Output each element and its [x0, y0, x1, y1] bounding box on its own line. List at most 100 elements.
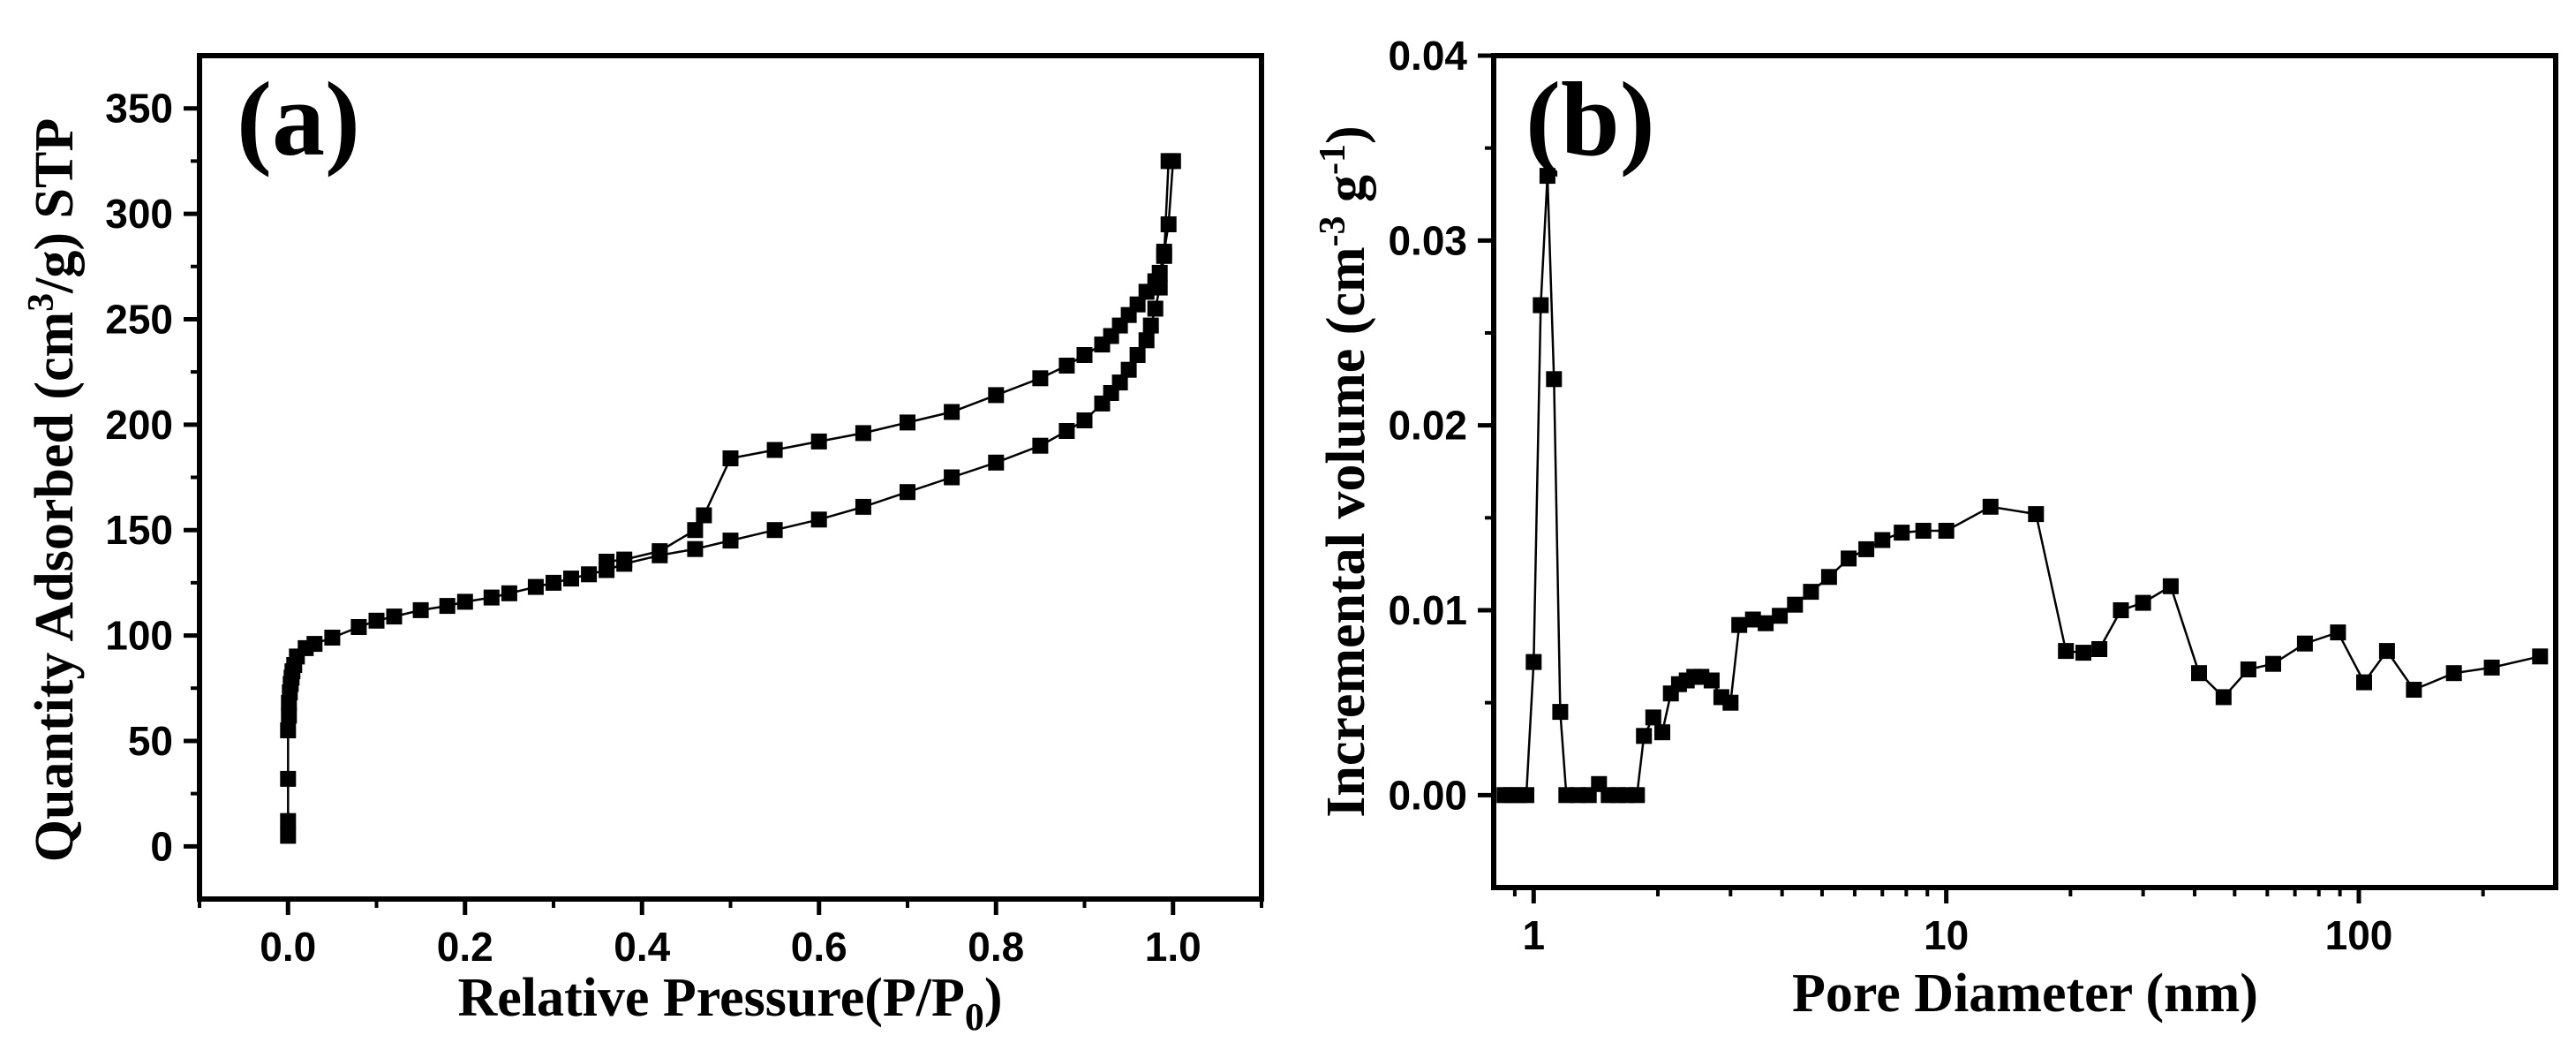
data-point-b — [2330, 624, 2346, 641]
data-point-a — [687, 522, 704, 539]
data-point-a — [766, 522, 783, 539]
x-tick-label-b: 1 — [1522, 912, 1545, 958]
panel-label-a: (a) — [237, 60, 360, 178]
y-axis-title-b-sup1: -3 — [1313, 215, 1353, 246]
data-point-b — [1546, 371, 1563, 388]
data-point-a — [527, 578, 544, 595]
x-tick-label-b: 100 — [2325, 912, 2393, 958]
data-point-b — [2113, 602, 2129, 618]
data-point-b — [1731, 616, 1748, 633]
data-point-a — [439, 598, 456, 615]
data-point-a — [988, 387, 1005, 404]
x-tick-label-a: 0.0 — [260, 924, 316, 970]
data-point-a — [1058, 423, 1075, 439]
data-point-b — [2406, 682, 2422, 698]
y-axis-title-b-sup2: -1 — [1313, 144, 1353, 175]
data-point-b — [2215, 689, 2232, 706]
data-point-b — [1803, 584, 1819, 601]
x-axis-title-a-main: Relative Pressure(P/P — [457, 968, 964, 1028]
data-point-b — [1982, 498, 1999, 515]
series-group-b — [1496, 168, 2549, 804]
data-point-b — [1518, 787, 1534, 804]
y-tick-label-a: 200 — [105, 402, 173, 448]
data-point-a — [281, 707, 298, 724]
y-tick-label-b: 0.03 — [1388, 217, 1467, 263]
data-point-a — [1094, 336, 1111, 353]
series-line-a-adsorption — [287, 161, 1170, 836]
data-point-b — [2191, 665, 2207, 682]
data-point-b — [2296, 635, 2313, 652]
data-point-a — [412, 601, 429, 618]
data-point-a — [483, 589, 500, 606]
y-axis-title-b-post: ) — [1316, 125, 1376, 144]
data-point-a — [1111, 374, 1128, 391]
data-point-b — [1758, 615, 1774, 631]
data-point-b — [2135, 594, 2151, 611]
data-point-b — [2091, 641, 2108, 657]
data-point-b — [2483, 659, 2500, 676]
data-point-b — [1894, 525, 1910, 541]
data-point-b — [1722, 694, 1739, 711]
data-point-a — [900, 414, 915, 431]
data-point-a — [696, 507, 712, 524]
data-point-b — [1654, 724, 1670, 741]
data-point-b — [1533, 297, 1549, 314]
y-tick-label-b: 0.00 — [1388, 772, 1467, 818]
data-point-a — [900, 484, 915, 501]
data-point-b — [1629, 787, 1646, 804]
data-point-a — [810, 511, 827, 528]
data-point-a — [280, 722, 297, 738]
x-tick-label-a: 1.0 — [1145, 924, 1201, 970]
data-point-b — [1525, 654, 1542, 670]
series-line-b-pore-size-distribution — [1504, 176, 2541, 797]
y-tick-label-a: 150 — [105, 507, 173, 553]
x-axis-title-a-close: ) — [984, 968, 1003, 1028]
data-point-a — [766, 442, 783, 458]
data-point-b — [1772, 608, 1789, 624]
data-point-a — [1138, 332, 1155, 349]
data-point-a — [1032, 437, 1049, 454]
y-axis-ticks-b: 0.00 0.01 0.02 0.03 0.04 — [1388, 33, 1494, 818]
data-point-a — [855, 425, 871, 442]
data-point-a — [988, 454, 1005, 471]
panel-b: 1 10 100 0.00 0.01 0.02 0.03 0.04 (b) Pore Dia… — [1313, 33, 2558, 1024]
x-axis-title-a: Relative Pressure(P/P0) — [457, 968, 1002, 1039]
y-tick-label-a: 50 — [128, 718, 173, 764]
data-point-a — [368, 612, 385, 629]
data-point-a — [456, 593, 473, 610]
data-point-b — [1874, 532, 1891, 548]
data-point-b — [2162, 578, 2179, 594]
data-point-b — [2240, 661, 2256, 677]
data-point-b — [2356, 674, 2372, 691]
y-tick-label-a: 100 — [105, 613, 173, 659]
plot-frame-a — [197, 53, 1264, 902]
y-axis-title-b: Incremental volume (cm-3 g-1) — [1313, 125, 1376, 817]
data-point-b — [1744, 611, 1761, 628]
x-tick-label-a: 0.4 — [614, 924, 670, 970]
data-point-a — [1076, 347, 1093, 363]
data-point-a — [687, 540, 704, 557]
y-tick-label-a: 300 — [105, 191, 173, 237]
y-axis-title-a-post: /g) STP — [25, 118, 85, 294]
data-point-a — [1058, 358, 1075, 374]
data-point-a — [1032, 370, 1049, 387]
y-axis-ticks-a: 0 50 100 150 200 250 300 350 — [105, 86, 200, 869]
data-point-a — [1147, 300, 1164, 317]
y-tick-label-a: 350 — [105, 86, 173, 132]
data-point-b — [2028, 506, 2045, 523]
y-axis-title-b-pre: Incremental volume (cm — [1316, 246, 1376, 817]
data-point-a — [386, 608, 403, 625]
data-point-b — [1787, 596, 1804, 613]
data-point-a — [944, 404, 960, 420]
data-point-a — [810, 433, 827, 450]
data-point-b — [1841, 550, 1857, 567]
y-tick-label-b: 0.04 — [1388, 33, 1467, 79]
data-point-a — [581, 566, 598, 583]
x-tick-label-a: 0.2 — [437, 924, 493, 970]
data-point-b — [1820, 569, 1837, 586]
data-point-a — [1138, 283, 1155, 300]
data-point-a — [546, 574, 561, 591]
data-point-a — [1120, 361, 1137, 378]
y-tick-label-b: 0.02 — [1388, 403, 1467, 449]
data-point-a — [324, 630, 341, 646]
